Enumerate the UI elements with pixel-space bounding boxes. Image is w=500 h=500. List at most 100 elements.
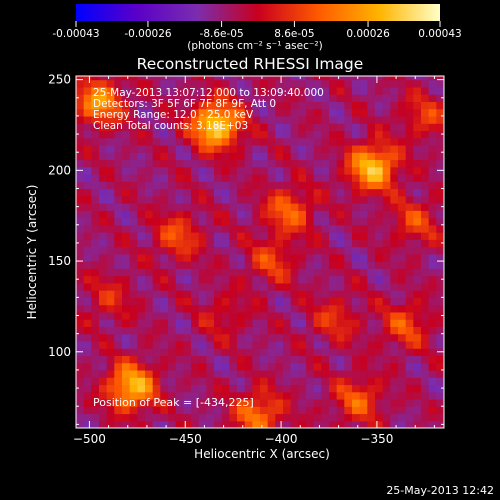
heatmap-cell — [313, 362, 322, 371]
heatmap-cell — [306, 297, 315, 306]
heatmap-cell — [129, 123, 138, 132]
heatmap-cell — [76, 369, 85, 378]
heatmap-cell — [114, 282, 123, 291]
heatmap-cell — [244, 268, 253, 277]
heatmap-cell — [359, 362, 368, 371]
heatmap-cell — [344, 398, 353, 407]
heatmap-cell — [283, 181, 292, 190]
heatmap-cell — [390, 101, 399, 110]
heatmap-cell — [413, 239, 422, 248]
heatmap-cell — [152, 326, 161, 335]
heatmap-cell — [260, 384, 269, 393]
heatmap-cell — [413, 311, 422, 320]
heatmap-cell — [160, 391, 169, 400]
heatmap-cell — [352, 406, 361, 415]
heatmap-cell — [329, 319, 338, 327]
heatmap-cell — [375, 101, 384, 110]
heatmap-cell — [183, 377, 192, 386]
heatmap-cell — [267, 420, 276, 428]
heatmap-cell — [413, 253, 422, 262]
heatmap-cell — [375, 246, 384, 255]
heatmap-cell — [237, 195, 246, 204]
heatmap-cell — [421, 290, 430, 298]
heatmap-cell — [160, 340, 169, 349]
heatmap-cell — [198, 137, 207, 146]
heatmap-cell — [229, 326, 238, 335]
heatmap-cell — [229, 144, 238, 153]
heatmap-cell — [413, 333, 422, 342]
heatmap-cell — [329, 239, 338, 248]
heatmap-cell — [375, 108, 384, 117]
heatmap-cell — [390, 94, 399, 103]
heatmap-cell — [336, 377, 345, 386]
heatmap-cell — [298, 203, 307, 211]
heatmap-cell — [321, 239, 330, 248]
heatmap-cell — [175, 217, 184, 226]
heatmap-cell — [83, 79, 92, 88]
heatmap-cell — [260, 275, 269, 284]
heatmap-cell — [336, 130, 345, 139]
heatmap-cell — [336, 304, 345, 313]
heatmap-cell — [206, 290, 215, 298]
heatmap-cell — [290, 79, 299, 88]
heatmap-cell — [344, 261, 353, 269]
heatmap-cell — [398, 173, 407, 182]
heatmap-cell — [206, 311, 215, 320]
heatmap-cell — [405, 253, 414, 262]
heatmap-cell — [321, 406, 330, 415]
heatmap-cell — [267, 239, 276, 248]
heatmap-cell — [421, 181, 430, 190]
heatmap-cell — [198, 391, 207, 400]
heatmap-cell — [99, 340, 108, 349]
heatmap-cell — [106, 224, 115, 233]
heatmap-cell — [191, 217, 200, 226]
heatmap-cell — [221, 406, 230, 415]
heatmap-cell — [183, 413, 192, 422]
heatmap-cell — [390, 304, 399, 313]
heatmap-cell — [329, 224, 338, 233]
heatmap-cell — [152, 398, 161, 407]
heatmap-cell — [168, 159, 177, 168]
heatmap-cell — [114, 398, 123, 407]
heatmap-cell — [436, 137, 444, 146]
heatmap-cell — [260, 333, 269, 342]
heatmap-cell — [298, 282, 307, 291]
heatmap-cell — [244, 239, 253, 248]
heatmap-cell — [390, 123, 399, 132]
heatmap-cell — [91, 391, 100, 400]
colorbar-tick-label: -8.6e-05 — [200, 28, 244, 40]
heatmap-cell — [191, 94, 200, 103]
heatmap-cell — [436, 152, 444, 161]
heatmap-cell — [329, 406, 338, 415]
heatmap-cell — [405, 311, 414, 320]
heatmap-cell — [267, 282, 276, 291]
heatmap-cell — [83, 166, 92, 175]
heatmap-cell — [221, 268, 230, 277]
heatmap-cell — [244, 115, 253, 124]
heatmap-cell — [313, 173, 322, 182]
heatmap-cell — [306, 166, 315, 175]
heatmap-cell — [298, 123, 307, 132]
heatmap-cell — [214, 369, 223, 378]
heatmap-cell — [145, 369, 154, 378]
heatmap-cell — [252, 355, 261, 364]
heatmap-cell — [206, 181, 215, 190]
heatmap-cell — [237, 115, 246, 124]
heatmap-cell — [375, 166, 384, 175]
heatmap-cell — [145, 304, 154, 313]
heatmap-cell — [352, 137, 361, 146]
heatmap-cell — [214, 406, 223, 415]
heatmap-cell — [313, 304, 322, 313]
heatmap-cell — [382, 108, 391, 117]
heatmap-cell — [99, 406, 108, 415]
heatmap-cell — [290, 152, 299, 161]
heatmap-cell — [76, 261, 85, 269]
heatmap-cell — [344, 268, 353, 277]
heatmap-cell — [405, 239, 414, 248]
heatmap-cell — [344, 246, 353, 255]
heatmap-cell — [129, 326, 138, 335]
heatmap-cell — [206, 195, 215, 204]
heatmap-cell — [122, 398, 131, 407]
heatmap-cell — [290, 275, 299, 284]
heatmap-cell — [398, 377, 407, 386]
